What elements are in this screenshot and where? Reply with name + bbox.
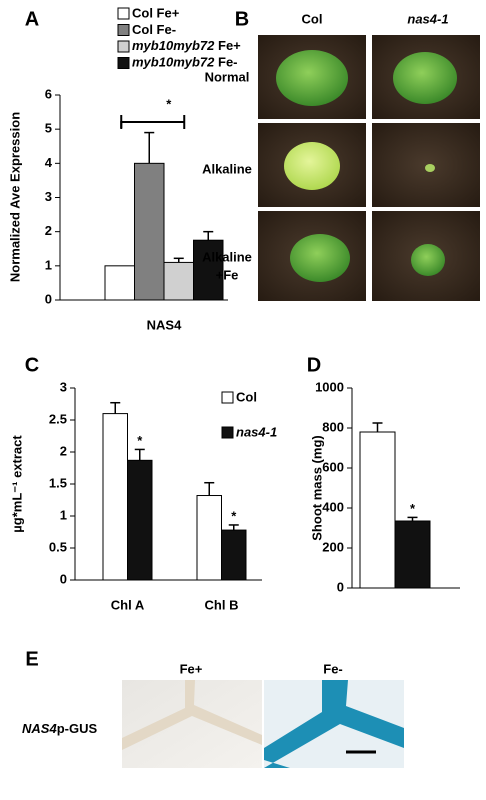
y-tick-label: 2 xyxy=(60,443,67,458)
row-label: Normal xyxy=(205,69,250,84)
plant xyxy=(425,164,435,172)
panel-label: C xyxy=(25,354,39,376)
y-tick-label: 1.5 xyxy=(49,475,67,490)
significance: * xyxy=(137,433,143,448)
gene-suffix: p-GUS xyxy=(57,721,98,736)
photo xyxy=(372,123,480,207)
bar xyxy=(359,431,396,589)
gus-photos xyxy=(122,680,404,768)
y-axis-label: µg*mL⁻¹ extract xyxy=(9,435,24,533)
panel-label: A xyxy=(25,8,39,30)
y-tick-label: 200 xyxy=(322,539,344,554)
row-label: +Fe xyxy=(216,267,239,282)
panel-label: E xyxy=(25,648,38,670)
x-tick-label: Chl A xyxy=(111,597,145,612)
y-tick-label: 1 xyxy=(45,257,52,272)
column-label: Fe- xyxy=(323,661,343,676)
legend-swatch xyxy=(117,57,130,69)
column-label: Fe+ xyxy=(180,661,203,676)
legend-swatch xyxy=(117,40,130,53)
y-tick-label: 1 xyxy=(60,507,67,522)
plant xyxy=(290,234,350,282)
x-tick-label: NAS4 xyxy=(147,317,182,332)
y-tick-label: 600 xyxy=(322,459,344,474)
significance: * xyxy=(231,508,237,523)
y-tick-label: 2 xyxy=(45,223,52,238)
root xyxy=(122,680,262,750)
legend-label-part: myb10myb72 xyxy=(132,38,215,53)
y-tick-label: 5 xyxy=(45,121,52,136)
bar xyxy=(102,413,128,581)
significance: * xyxy=(410,501,416,516)
row-label: NAS4p-GUS xyxy=(22,721,97,736)
y-tick-label: 4 xyxy=(45,155,53,170)
x-tick-label: Chl B xyxy=(205,597,239,612)
significance: * xyxy=(166,96,172,111)
y-tick-label: 6 xyxy=(45,86,52,101)
y-tick-label: 0.5 xyxy=(49,539,67,554)
y-tick-label: 400 xyxy=(322,499,344,514)
legend-swatch xyxy=(221,391,234,404)
bar xyxy=(196,495,222,581)
y-tick-label: 0 xyxy=(337,579,344,594)
plant xyxy=(411,244,445,276)
root xyxy=(264,680,404,768)
plant xyxy=(393,52,457,104)
legend-swatch xyxy=(117,24,130,36)
legend-swatch xyxy=(117,7,130,20)
legend-label: myb10myb72 Fe+ xyxy=(132,38,241,53)
legend-label: myb10myb72 Fe- xyxy=(132,55,238,70)
significance-bracket xyxy=(120,121,185,128)
plant xyxy=(276,50,348,106)
plant xyxy=(284,142,340,190)
legend-swatch xyxy=(221,426,234,439)
y-tick-label: 0 xyxy=(45,291,52,306)
y-tick-label: 3 xyxy=(60,379,67,394)
bar xyxy=(104,265,135,301)
photo-grid xyxy=(258,35,480,301)
gene-name: NAS4 xyxy=(22,721,57,736)
y-tick-label: 2.5 xyxy=(49,411,67,426)
legend-label: Col Fe+ xyxy=(132,5,180,20)
legend-label-part: Fe- xyxy=(214,55,237,70)
column-label: nas4-1 xyxy=(407,11,448,26)
bar xyxy=(134,162,165,301)
column-label: Col xyxy=(302,11,323,26)
bar xyxy=(193,239,224,301)
y-tick-label: 0 xyxy=(60,571,67,586)
y-tick-label: 800 xyxy=(322,419,344,434)
y-axis-label: Normalized Ave Expression xyxy=(7,112,22,282)
panel-label: B xyxy=(235,8,249,30)
row-label: Alkaline xyxy=(202,161,252,176)
bar xyxy=(221,529,247,581)
legend-label: nas4-1 xyxy=(236,424,277,439)
y-tick-label: 1000 xyxy=(315,379,344,394)
bar xyxy=(394,520,431,589)
legend-label: Col Fe- xyxy=(132,22,176,37)
y-tick-label: 3 xyxy=(45,189,52,204)
bar xyxy=(163,261,194,301)
legend-label-part: myb10myb72 xyxy=(132,55,215,70)
legend-label: Col xyxy=(236,389,257,404)
panel-label: D xyxy=(307,354,321,376)
legend-label-part: Fe+ xyxy=(214,38,241,53)
bar xyxy=(127,459,153,581)
row-label: Alkaline xyxy=(202,249,252,264)
y-axis-label: Shoot mass (mg) xyxy=(309,435,324,540)
